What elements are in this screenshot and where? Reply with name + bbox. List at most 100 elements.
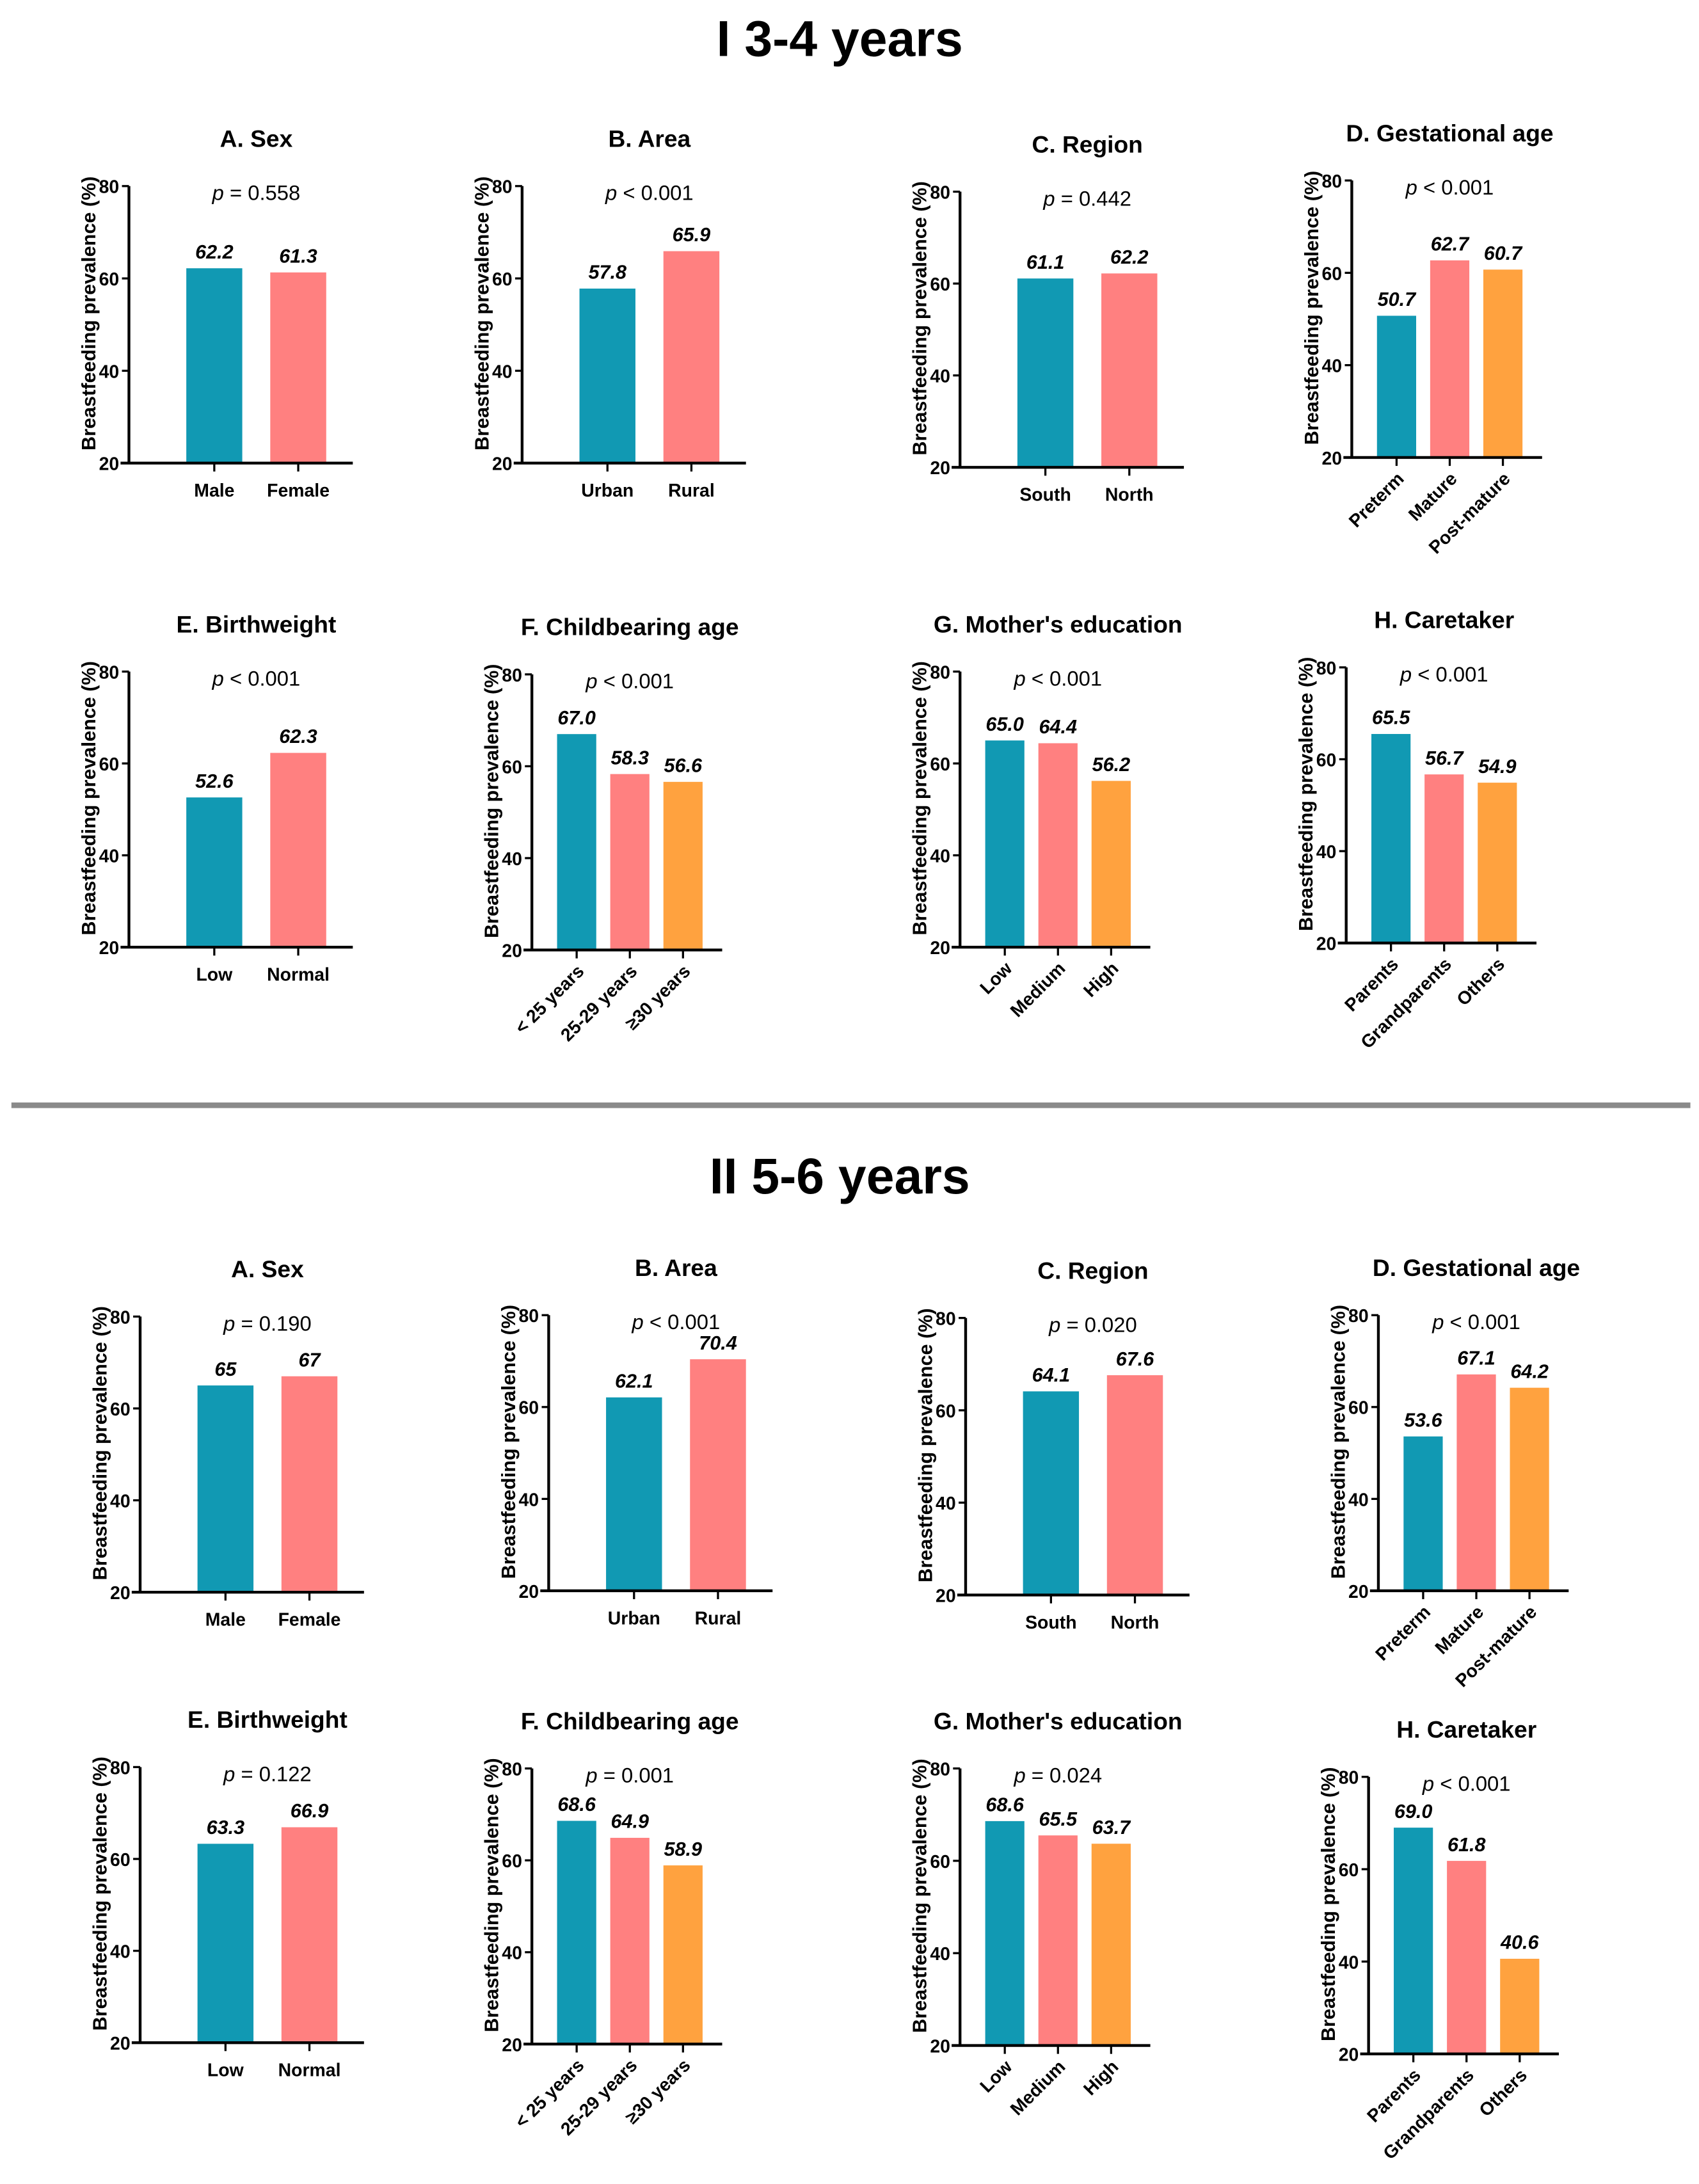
bar xyxy=(1017,278,1074,468)
chart-title: B. Area xyxy=(608,125,690,152)
x-tick-label: Rural xyxy=(668,481,715,501)
bar-value-label: 65.5 xyxy=(1039,1808,1078,1830)
x-tick-label: High xyxy=(1080,2057,1122,2100)
p-value-label: p < 0.001 xyxy=(585,669,674,693)
bar-value-label: 62.7 xyxy=(1431,234,1471,255)
y-tick-label: 40 xyxy=(502,1943,522,1964)
bar xyxy=(197,1844,254,2043)
y-tick-label: 80 xyxy=(1339,1768,1359,1789)
y-tick-label: 20 xyxy=(502,2035,522,2055)
bar xyxy=(1106,1375,1163,1595)
y-tick-label: 80 xyxy=(930,662,950,683)
y-tick-label: 20 xyxy=(519,1582,539,1602)
y-tick-label: 80 xyxy=(110,1758,131,1778)
p-value-label: p < 0.001 xyxy=(1405,175,1494,199)
y-tick-label: 20 xyxy=(502,941,522,962)
bar xyxy=(1478,783,1517,943)
bar-chart-panel: G. Mother's education p = 0.024 68.6 Low 65.… xyxy=(909,1707,1183,2119)
bar-value-label: 50.7 xyxy=(1378,289,1417,310)
bar-value-label: 65.0 xyxy=(985,713,1024,735)
bar xyxy=(1091,1844,1131,2046)
y-axis-label: Breastfeeding prevalence (%) xyxy=(78,177,100,450)
y-tick-label: 40 xyxy=(99,362,120,382)
bar xyxy=(197,1385,254,1593)
y-tick-label: 80 xyxy=(99,662,120,683)
bar xyxy=(1091,781,1131,948)
chart-title: E. Birthweight xyxy=(177,610,337,637)
x-tick-label: South xyxy=(1019,485,1071,506)
bar xyxy=(1424,774,1464,943)
x-tick-label: Normal xyxy=(267,965,330,985)
x-tick-label: Medium xyxy=(1007,2057,1070,2120)
chart-title: C. Region xyxy=(1032,131,1142,157)
y-tick-label: 20 xyxy=(930,2036,950,2057)
y-axis-label: Breastfeeding prevalence (%) xyxy=(909,1758,931,2032)
bar-value-label: 68.6 xyxy=(985,1794,1025,1816)
y-tick-label: 60 xyxy=(930,754,950,775)
y-tick-label: 60 xyxy=(1339,1860,1359,1881)
bar-chart-panel: B. Area p < 0.001 62.1 Urban 70.4 Rural 20 40 60… xyxy=(498,1254,773,1629)
chart-title: H. Caretaker xyxy=(1396,1716,1536,1743)
y-tick-label: 40 xyxy=(930,847,950,867)
p-value-label: p < 0.001 xyxy=(605,181,694,205)
y-tick-label: 60 xyxy=(110,1850,131,1870)
bar-value-label: 57.8 xyxy=(588,262,626,283)
y-axis-label: Breastfeeding prevalence (%) xyxy=(914,1308,936,1582)
bar-value-label: 67 xyxy=(299,1349,322,1371)
x-tick-label: North xyxy=(1105,485,1154,506)
bar-value-label: 61.3 xyxy=(279,245,317,267)
bar-chart-panel: G. Mother's education p < 0.001 65.0 Low 64.… xyxy=(909,610,1183,1021)
bar-chart-panel: C. Region p = 0.020 64.1 South 67.6 North 20 40… xyxy=(914,1257,1190,1633)
y-tick-label: 20 xyxy=(99,938,120,959)
x-tick-label: Rural xyxy=(695,1608,742,1629)
bar-chart-panel: C. Region p = 0.442 61.1 South 62.2 North 20 40… xyxy=(909,131,1185,506)
chart-title: D. Gestational age xyxy=(1373,1254,1580,1281)
y-tick-label: 60 xyxy=(492,269,513,290)
section-title-1: I 3-4 years xyxy=(717,10,963,67)
y-tick-label: 60 xyxy=(502,757,522,777)
bar-value-label: 69.0 xyxy=(1394,1801,1433,1822)
bar-value-label: 65 xyxy=(214,1359,237,1380)
y-tick-label: 40 xyxy=(936,1494,956,1514)
y-axis-label: Breastfeeding prevalence (%) xyxy=(481,664,503,937)
y-tick-label: 80 xyxy=(492,177,513,198)
bar-value-label: 64.2 xyxy=(1510,1360,1549,1382)
x-tick-label: Others xyxy=(1475,2065,1531,2121)
x-tick-label: Low xyxy=(976,958,1016,998)
y-tick-label: 80 xyxy=(930,1760,950,1780)
y-tick-label: 80 xyxy=(936,1309,956,1330)
bar xyxy=(1038,1835,1078,2046)
y-tick-label: 40 xyxy=(492,362,513,382)
y-tick-label: 80 xyxy=(519,1306,539,1327)
bar-value-label: 62.3 xyxy=(279,726,317,747)
charts: A. Sex p = 0.558 62.2 Male 61.3 Female 20 40 60 8… xyxy=(78,120,1580,2164)
chart-title: D. Gestational age xyxy=(1346,120,1553,147)
y-tick-label: 20 xyxy=(99,454,120,475)
bar xyxy=(557,734,596,950)
bar xyxy=(1510,1387,1549,1591)
bar-value-label: 65.9 xyxy=(673,224,711,246)
section-title-2: II 5-6 years xyxy=(710,1148,970,1204)
y-tick-label: 80 xyxy=(930,182,950,203)
y-axis-label: Breastfeeding prevalence (%) xyxy=(1295,657,1317,931)
chart-title: F. Childbearing age xyxy=(521,1707,739,1734)
y-axis-label: Breastfeeding prevalence (%) xyxy=(909,661,931,935)
x-tick-label: Grandparents xyxy=(1357,954,1455,1053)
y-tick-label: 20 xyxy=(936,1586,956,1606)
bar xyxy=(1500,1959,1540,2054)
y-tick-label: 60 xyxy=(1316,750,1337,770)
x-tick-label: Low xyxy=(196,965,233,985)
y-tick-label: 80 xyxy=(502,666,522,686)
y-axis-label: Breastfeeding prevalence (%) xyxy=(90,1757,111,2030)
x-tick-label: Preterm xyxy=(1371,1602,1435,1665)
bar xyxy=(579,288,635,463)
bar-value-label: 65.5 xyxy=(1372,707,1411,729)
bar-chart-panel: A. Sex p = 0.190 65 Male 67 Female 20 40 60 80Bre… xyxy=(90,1255,364,1630)
p-value-label: p < 0.001 xyxy=(632,1310,721,1334)
bar xyxy=(690,1359,746,1591)
x-tick-label: South xyxy=(1025,1613,1076,1633)
bar xyxy=(663,1865,703,2045)
